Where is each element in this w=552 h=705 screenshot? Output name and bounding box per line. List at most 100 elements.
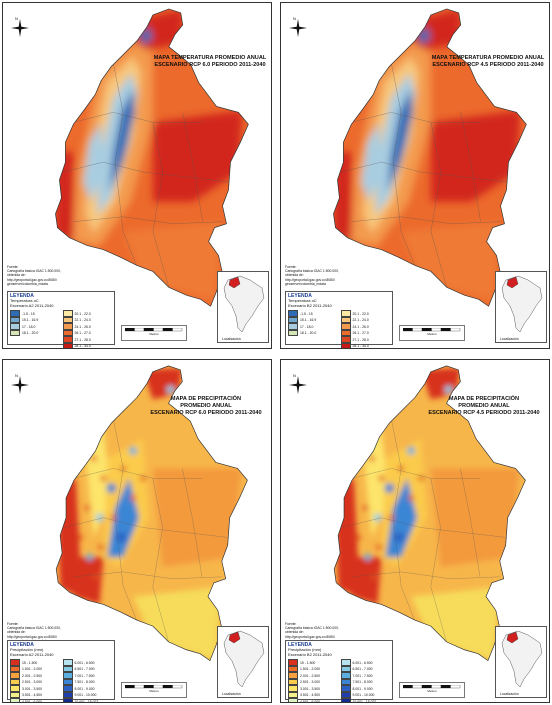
legend-swatch <box>62 678 73 686</box>
map-source: Fuente: Cartografía básica IGAC 1:500.000… <box>285 265 343 286</box>
scale-label: Metros <box>149 332 159 336</box>
legend-swatch <box>288 316 298 324</box>
legend-swatch <box>340 678 351 686</box>
legend-item: 6.501 - 7.000 <box>62 665 113 673</box>
location-inset-map: Localización <box>217 626 269 698</box>
map-title: MAPA DE PRECIPITACIÓN PROMEDIO ANUAL ESCEN… <box>141 396 271 417</box>
legend-swatch <box>340 665 351 673</box>
legend-swatch <box>288 323 298 330</box>
legend-swatch <box>340 691 351 699</box>
legend-label: 9.001 - 10.000 <box>352 693 375 697</box>
location-inset-map: Localización <box>217 271 269 343</box>
map-panel-temperature-rcp60: N MAPA TEMPERATURA PROMEDIO ANUAL ESCENARI… <box>2 2 272 349</box>
legend-item: 9.001 - 10.000 <box>62 691 113 699</box>
scale-bar: Metros <box>121 682 187 698</box>
legend-swatch <box>340 342 351 348</box>
map-source-line: obtenida de: <box>7 630 26 635</box>
map-source-line: http://geoportal.igac.gov.co:8080/ <box>285 277 335 282</box>
legend-label: 10.001 - 15.027 <box>352 699 377 703</box>
map-source-line: Cartografía básica IGAC 1:500.000, <box>7 626 61 631</box>
legend-swatch <box>340 336 351 343</box>
legend-swatch <box>288 698 298 702</box>
legend-item: -1.5 - 15 <box>288 310 338 317</box>
legend-swatch <box>62 316 73 324</box>
legend-label: 22.1 - 24.0 <box>74 318 91 322</box>
map-source-line: Cartografía básica IGAC 1:500.000, <box>7 269 61 274</box>
temperature-map <box>55 8 249 307</box>
legend-item: 3.001 - 3.500 <box>288 685 338 692</box>
legend-label: 7.001 - 7.500 <box>352 673 373 678</box>
legend-swatch <box>10 678 20 686</box>
legend-swatch <box>62 336 73 343</box>
legend-subtitle: Escenario B2 2011-2040 <box>288 651 332 657</box>
legend-label: 15.1 - 16.9 <box>22 318 39 322</box>
temperature-map <box>333 8 527 307</box>
map-title-line: ESCENARIO RCP 6.0 PERIODO 2011-2040 <box>154 62 266 68</box>
map-source: Fuente: Cartografía básica IGAC 1:500.000… <box>7 265 65 286</box>
legend-item: 7.501 - 8.000 <box>340 678 391 686</box>
legend-label: 3.001 - 3.500 <box>22 686 42 691</box>
legend-swatch <box>62 310 73 317</box>
legend-swatch <box>62 329 73 337</box>
map-title: MAPA TEMPERATURA PROMEDIO ANUAL ESCENARIO… <box>423 55 549 69</box>
legend-label: 3.501 - 4.500 <box>300 693 320 697</box>
legend-item: 10.001 - 15.027 <box>340 698 391 703</box>
legend-label: 26.1 - 27.0 <box>352 331 369 335</box>
map-title-line: MAPA DE PRECIPITACIÓN <box>448 396 520 402</box>
legend-item: 28.1 - 34.0 <box>340 342 391 348</box>
scale-bar: Metros <box>121 325 187 341</box>
north-label: N <box>15 16 18 21</box>
legend-item: 2.001 - 2.500 <box>288 672 338 679</box>
north-arrow-icon: N <box>9 16 31 39</box>
legend-label: 27.1 - 28.0 <box>352 337 369 342</box>
scale-label: Metros <box>427 689 437 693</box>
legend-item: 4.501 - 6.000 <box>288 698 338 702</box>
legend-item: 15 - 1.500 <box>10 659 60 666</box>
legend-label: 6.501 - 7.000 <box>74 667 95 671</box>
legend-title: LEYENDA <box>10 293 34 299</box>
legend-item: 15 - 1.500 <box>288 659 338 666</box>
map-source-line: obtenida de: <box>285 630 304 635</box>
map-panel-temperature-rcp45: N MAPA TEMPERATURA PROMEDIO ANUAL ESCENARI… <box>280 2 550 349</box>
legend-item: 8.001 - 9.000 <box>62 685 113 692</box>
legend-swatch <box>10 685 20 692</box>
legend-label: 10.001 - 15.027 <box>74 699 99 703</box>
legend-title: LEYENDA <box>288 293 312 299</box>
legend-swatch <box>62 659 73 666</box>
legend-subtitle: Escenario A2 2011-2040 <box>10 302 54 308</box>
map-title-line: MAPA TEMPERATURA PROMEDIO ANUAL <box>431 55 545 61</box>
legend-label: 2.001 - 2.500 <box>300 673 320 678</box>
legend-subtitle: Precipitación (mm) <box>288 647 322 652</box>
map-source-line: geoserver/colombia_mdata <box>285 281 326 286</box>
legend-swatch <box>288 672 298 679</box>
legend-item: 24.1 - 26.0 <box>340 323 391 330</box>
legend-item: 22.1 - 24.0 <box>340 316 391 324</box>
legend-item: 26.1 - 27.0 <box>340 329 391 337</box>
legend-item: 27.1 - 28.0 <box>62 336 113 343</box>
legend-item: 7.001 - 7.500 <box>340 672 391 679</box>
legend-swatch <box>340 672 351 679</box>
legend-label: 4.501 - 6.000 <box>22 699 42 703</box>
location-inset-map: Localización <box>495 271 547 343</box>
legend-label: 18.1 - 20.0 <box>22 331 39 335</box>
map-source-line: Fuente: <box>7 265 19 269</box>
legend-swatch <box>340 659 351 666</box>
legend-item: 20.1 - 22.0 <box>62 310 113 317</box>
map-source-line: http://geoportal.igac.gov.co:8080/ <box>7 634 57 639</box>
legend-label: 17 - 18.0 <box>22 324 36 329</box>
map-source-line: Cartografía básica IGAC 1:500.000, <box>285 269 339 274</box>
legend-title: LEYENDA <box>288 642 312 648</box>
map-source-line: obtenida de: <box>7 273 26 278</box>
legend-swatch <box>62 685 73 692</box>
legend-swatch <box>340 698 351 702</box>
legend-label: 20.1 - 22.0 <box>74 311 91 316</box>
legend-swatch <box>340 310 351 317</box>
legend-label: 27.1 - 28.0 <box>74 337 91 342</box>
legend-swatch <box>10 329 20 337</box>
legend-swatch <box>340 685 351 692</box>
legend-label: 15.1 - 16.9 <box>300 318 317 322</box>
legend-swatch <box>62 323 73 330</box>
legend-swatch <box>288 691 298 699</box>
legend-swatch <box>10 659 20 666</box>
legend-label: 3.501 - 4.500 <box>22 693 42 697</box>
